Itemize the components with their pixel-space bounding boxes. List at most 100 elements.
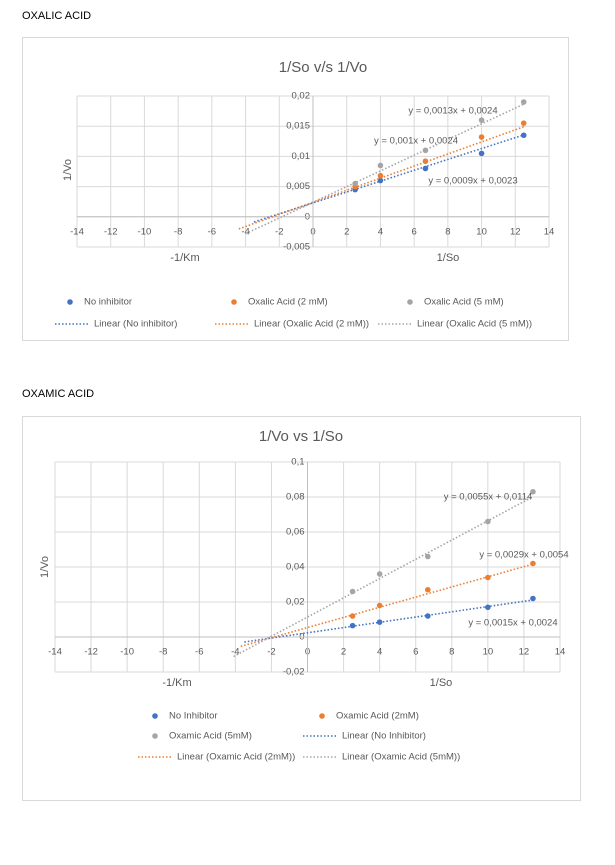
legend-label: Linear (No Inhibitor) [342, 731, 426, 742]
x-axis-label: -1/Km [170, 252, 199, 264]
data-point [478, 150, 485, 157]
data-point [422, 165, 429, 172]
data-point [520, 132, 527, 139]
data-point [424, 613, 431, 619]
y-tick-label: 0,04 [286, 562, 305, 573]
legend-label: No inhibitor [84, 297, 132, 308]
x-tick-label: 2 [341, 647, 346, 658]
legend-label: Oxalic Acid (2 mM) [248, 297, 328, 308]
data-point [478, 117, 485, 123]
data-point [376, 619, 383, 625]
x-tick-label: 8 [449, 647, 454, 658]
x-tick-label: -6 [195, 647, 203, 658]
x-axis-label: 1/So [437, 252, 460, 264]
x-tick-label: -10 [120, 647, 134, 658]
data-point [422, 158, 429, 165]
data-point [530, 560, 536, 567]
chart-title: 1/So v/s 1/Vo [279, 59, 367, 76]
y-tick-label: 0,02 [292, 91, 311, 102]
y-tick-label: -0,005 [283, 242, 310, 253]
data-point [377, 172, 384, 179]
x-tick-label: -14 [70, 226, 84, 237]
trendline [240, 563, 534, 648]
x-tick-label: -8 [159, 647, 167, 658]
x-tick-label: -4 [241, 226, 249, 237]
data-point [352, 180, 358, 187]
x-tick-label: 10 [476, 226, 487, 237]
data-point [478, 134, 485, 140]
data-point [377, 162, 384, 169]
data-point [424, 553, 431, 560]
heading: OXALIC ACID [22, 10, 91, 22]
y-tick-label: 0,015 [286, 121, 310, 132]
x-tick-label: -2 [275, 226, 283, 237]
x-tick-label: 10 [483, 647, 494, 658]
x-tick-label: 2 [344, 226, 349, 237]
legend-label: Oxalic Acid (5 mM) [424, 297, 504, 308]
chart-frame [22, 37, 569, 341]
x-tick-label: 14 [555, 647, 566, 658]
legend-label: No Inhibitor [169, 711, 218, 722]
y-tick-label: 0,06 [286, 527, 305, 538]
data-point [349, 588, 356, 595]
legend-label: Oxamic Acid (5mM) [169, 731, 252, 742]
data-point [377, 177, 384, 184]
legend-marker [407, 299, 413, 305]
trendline [233, 496, 534, 658]
x-tick-label: -4 [231, 647, 239, 658]
data-point [376, 602, 383, 609]
data-point [485, 518, 491, 525]
legend-marker [231, 299, 237, 305]
legend-label: Linear (Oxamic Acid (5mM)) [342, 752, 460, 763]
trendline-equation: y = 0,0013x + 0,0024 [408, 106, 497, 117]
y-tick-label: 0,08 [286, 492, 305, 503]
trendline-equation: y = 0,0029x + 0,0054 [479, 550, 568, 561]
x-tick-label: -12 [84, 647, 98, 658]
legend-label: Oxamic Acid (2mM) [336, 711, 419, 722]
legend-marker [67, 299, 73, 305]
legend-label: Linear (Oxamic Acid (2mM)) [177, 752, 295, 763]
data-point [376, 571, 383, 577]
data-point [530, 488, 536, 495]
trendline-equation: y = 0,0009x + 0,0023 [428, 176, 517, 187]
x-axis-label: 1/So [430, 677, 453, 689]
x-tick-label: -6 [208, 226, 216, 237]
y-tick-label: 0,005 [286, 181, 310, 192]
data-point [485, 604, 491, 611]
x-tick-label: 12 [519, 647, 530, 658]
y-tick-label: 0,02 [286, 597, 305, 608]
legend-marker [152, 713, 158, 719]
legend-marker [152, 733, 158, 739]
data-point [349, 613, 356, 619]
data-point [422, 147, 429, 154]
data-point [349, 622, 356, 629]
legend-label: Linear (Oxalic Acid (5 mM)) [417, 319, 532, 330]
x-axis-label: -1/Km [162, 677, 191, 689]
legend-label: Linear (Oxalic Acid (2 mM)) [254, 319, 369, 330]
chart-title: 1/Vo vs 1/So [259, 428, 343, 445]
trendline-equation: y = 0,0015x + 0,0024 [468, 618, 557, 629]
y-axis-label: 1/Vo [62, 159, 74, 181]
legend-marker [319, 713, 325, 719]
heading: OXAMIC ACID [22, 388, 94, 400]
x-tick-label: -14 [48, 647, 62, 658]
trendline-equation: y = 0,001x + 0,0024 [374, 136, 458, 147]
data-point [530, 595, 536, 602]
chart-frame [22, 416, 581, 801]
data-point [424, 586, 431, 593]
x-tick-label: 4 [378, 226, 383, 237]
y-tick-label: 0,1 [291, 457, 304, 468]
trendline-equation: y = 0,0055x + 0,0114 [444, 492, 533, 503]
x-tick-label: -8 [174, 226, 182, 237]
x-tick-label: 6 [411, 226, 416, 237]
y-tick-label: -0,02 [283, 667, 305, 678]
legend-label: Linear (No inhibitor) [94, 319, 177, 330]
y-tick-label: 0,01 [292, 151, 311, 162]
x-tick-label: -12 [104, 226, 118, 237]
x-tick-label: 14 [544, 226, 555, 237]
data-point [520, 99, 527, 105]
x-tick-label: 6 [413, 647, 418, 658]
x-tick-label: 12 [510, 226, 521, 237]
y-axis-label: 1/Vo [39, 556, 51, 578]
data-point [520, 120, 527, 126]
